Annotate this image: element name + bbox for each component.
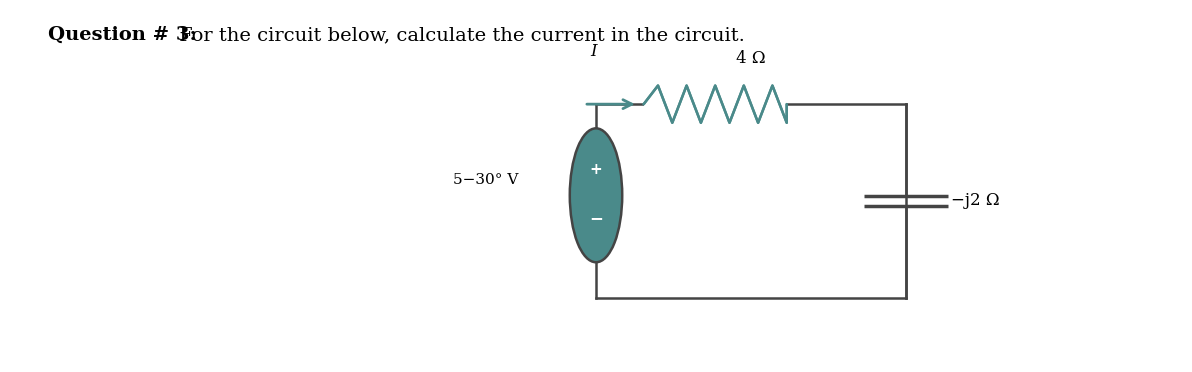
Text: 4 Ω: 4 Ω (737, 50, 765, 67)
Text: 5−30° V: 5−30° V (453, 173, 519, 187)
Text: −j2 Ω: −j2 Ω (951, 192, 1000, 209)
Text: +: + (590, 162, 602, 177)
Text: For the circuit below, calculate the current in the circuit.: For the circuit below, calculate the cur… (173, 26, 745, 44)
Text: −: − (589, 209, 603, 227)
Ellipse shape (570, 128, 622, 262)
Text: I: I (590, 42, 597, 60)
Bar (644, 82, 787, 126)
Text: Question # 3:: Question # 3: (48, 26, 197, 44)
